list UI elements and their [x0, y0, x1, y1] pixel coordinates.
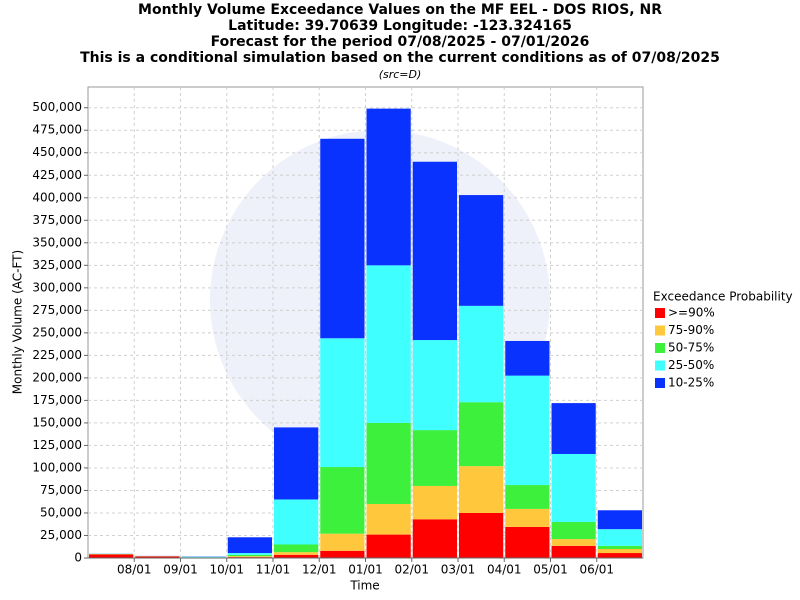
bar-segment	[412, 430, 457, 486]
y-tick-label: 150,000	[32, 415, 82, 429]
bar-segment	[459, 512, 504, 558]
bar-segment	[551, 403, 596, 454]
y-tick-label: 100,000	[32, 460, 82, 474]
y-tick-label: 50,000	[40, 505, 82, 519]
y-tick-label: 425,000	[32, 168, 82, 182]
bar-segment	[505, 508, 550, 527]
legend-swatch	[655, 325, 665, 336]
y-tick-label: 375,000	[32, 213, 82, 227]
chart-subtitle: This is a conditional simulation based o…	[80, 50, 720, 66]
chart-subtitle: Forecast for the period 07/08/2025 - 07/…	[211, 34, 590, 50]
bar-segment	[320, 467, 365, 534]
bar-segment	[274, 554, 319, 558]
legend-label: 50-75%	[668, 341, 714, 355]
bar-segment	[505, 526, 550, 558]
y-tick-label: 350,000	[32, 235, 82, 249]
y-tick-label: 325,000	[32, 258, 82, 272]
bar-segment	[320, 550, 365, 558]
bar-segment	[89, 554, 134, 558]
x-tick-label: 03/01	[441, 563, 476, 577]
y-tick-label: 475,000	[32, 123, 82, 137]
chart-subtitle: Latitude: 39.70639 Longitude: -123.32416…	[228, 18, 572, 34]
bar-segment	[597, 548, 642, 554]
bar-segment	[320, 138, 365, 339]
y-tick-label: 0	[74, 551, 82, 565]
y-tick-label: 300,000	[32, 280, 82, 294]
bar-segment	[551, 521, 596, 540]
x-tick-label: 01/01	[348, 563, 383, 577]
x-tick-label: 12/01	[302, 563, 337, 577]
chart-title: Monthly Volume Exceedance Values on the …	[138, 2, 662, 18]
y-tick-label: 500,000	[32, 100, 82, 114]
bar-segment	[366, 265, 411, 423]
bar-segment	[597, 545, 642, 549]
bar-segment	[412, 161, 457, 341]
bar-segment	[320, 533, 365, 551]
y-tick-label: 25,000	[40, 528, 82, 542]
y-tick-label: 175,000	[32, 393, 82, 407]
source-note: (src=D)	[379, 68, 422, 81]
x-tick-label: 04/01	[487, 563, 522, 577]
x-tick-label: 05/01	[533, 563, 568, 577]
bar-segment	[366, 534, 411, 558]
x-tick-label: 06/01	[579, 563, 614, 577]
legend-label: 75-90%	[668, 323, 714, 337]
bar-segment	[227, 537, 272, 554]
bar-segment	[551, 539, 596, 546]
legend-swatch	[655, 308, 665, 318]
bar-segment	[320, 338, 365, 468]
bar-segment	[227, 553, 272, 555]
bar-segment	[274, 544, 319, 553]
bar-segment	[227, 556, 272, 558]
bar-segment	[412, 485, 457, 520]
bar-segment	[505, 340, 550, 376]
bar-segment	[459, 195, 504, 306]
bar-segment	[412, 519, 457, 558]
y-tick-label: 275,000	[32, 303, 82, 317]
y-tick-label: 400,000	[32, 190, 82, 204]
x-tick-label: 11/01	[256, 563, 291, 577]
y-tick-label: 450,000	[32, 145, 82, 159]
bar-segment	[551, 545, 596, 558]
y-tick-label: 75,000	[40, 483, 82, 497]
y-axis-label: Monthly Volume (AC-FT)	[11, 250, 25, 394]
x-tick-label: 10/01	[209, 563, 244, 577]
bar-segment	[366, 108, 411, 266]
bar-segment	[505, 375, 550, 486]
legend-label: 10-25%	[668, 376, 714, 390]
bar-segment	[227, 554, 272, 557]
legend-swatch	[655, 343, 665, 353]
y-tick-label: 125,000	[32, 438, 82, 452]
x-axis-label: Time	[349, 579, 379, 593]
bar-segment	[459, 305, 504, 403]
y-tick-label: 250,000	[32, 325, 82, 339]
bar-segment	[366, 503, 411, 535]
bar-segment	[366, 422, 411, 504]
y-tick-label: 200,000	[32, 370, 82, 384]
bar-segment	[597, 529, 642, 546]
bar-segment	[274, 427, 319, 500]
x-tick-label: 09/01	[163, 563, 198, 577]
bar-segment	[274, 499, 319, 545]
bar-segment	[135, 556, 180, 558]
legend-label: 25-50%	[668, 358, 714, 372]
x-tick-label: 08/01	[117, 563, 152, 577]
bar-segment	[551, 453, 596, 522]
bar-segment	[597, 553, 642, 558]
bar-segment	[459, 402, 504, 467]
bar-segment	[274, 552, 319, 555]
legend-label: >=90%	[668, 306, 715, 320]
bar-segment	[459, 466, 504, 513]
y-tick-label: 225,000	[32, 348, 82, 362]
legend-swatch	[655, 378, 665, 388]
legend-swatch	[655, 360, 665, 371]
bar-segment	[597, 510, 642, 530]
bar-segment	[412, 340, 457, 431]
bar-segment	[181, 556, 226, 558]
legend-title: Exceedance Probability	[653, 290, 793, 304]
bar-segment	[505, 485, 550, 509]
x-tick-label: 02/01	[394, 563, 429, 577]
